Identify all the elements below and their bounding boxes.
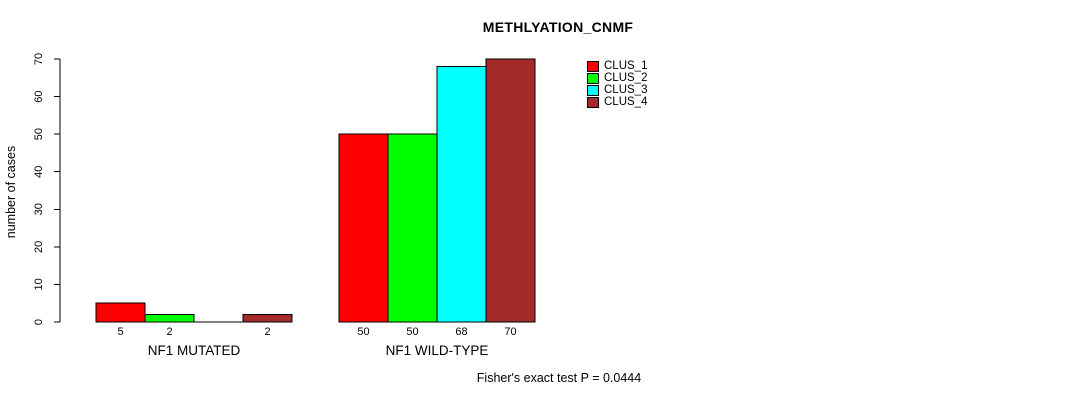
bar-value-label: 70	[504, 326, 516, 338]
y-tick-label: 50	[33, 128, 45, 140]
bar-clus_1	[338, 133, 389, 323]
bar-clus_1	[95, 302, 146, 323]
legend-swatch-clus_2	[587, 72, 599, 84]
legend-label: CLUS_1	[604, 60, 648, 72]
bar-clus_4	[485, 58, 536, 323]
chart-title: METHLYATION_CNMF	[482, 19, 634, 35]
y-tick-label: 70	[33, 53, 45, 65]
legend-label: CLUS_3	[604, 84, 648, 96]
y-tick-label: 20	[33, 241, 45, 253]
fisher-test-annotation: Fisher's exact test P = 0.0444	[476, 371, 642, 385]
bar-clus_4	[242, 313, 293, 323]
legend-item: CLUS_3	[587, 84, 647, 96]
bar-value-label: 2	[264, 326, 270, 338]
legend-label: CLUS_4	[604, 96, 648, 108]
y-tick-label: 40	[33, 166, 45, 178]
bar-value-label: 68	[455, 326, 467, 338]
chart-legend: CLUS_1 CLUS_2 CLUS_3 CLUS_4	[587, 60, 647, 108]
y-tick-label: 0	[33, 319, 45, 325]
legend-label: CLUS_2	[604, 72, 648, 84]
legend-item: CLUS_1	[587, 60, 647, 72]
legend-swatch-clus_1	[587, 60, 599, 72]
x-group-label-1: NF1 MUTATED	[148, 343, 241, 358]
y-tick-label: 60	[33, 90, 45, 102]
y-axis-title: number of cases	[4, 145, 18, 239]
y-tick-label: 30	[33, 203, 45, 215]
bar-clus_3	[436, 66, 487, 323]
legend-item: CLUS_4	[587, 96, 647, 108]
bar-value-label: 50	[406, 326, 418, 338]
x-group-label-2: NF1 WILD-TYPE	[386, 343, 489, 358]
bar-clus_2	[387, 133, 438, 323]
bar-value-label: 2	[166, 326, 172, 338]
legend-swatch-clus_4	[587, 96, 599, 108]
bar-value-label: 5	[117, 326, 123, 338]
bar-clus_2	[144, 313, 195, 323]
legend-item: CLUS_2	[587, 72, 647, 84]
bar-value-label: 50	[357, 326, 369, 338]
y-tick-label: 10	[33, 278, 45, 290]
legend-swatch-clus_3	[587, 84, 599, 96]
